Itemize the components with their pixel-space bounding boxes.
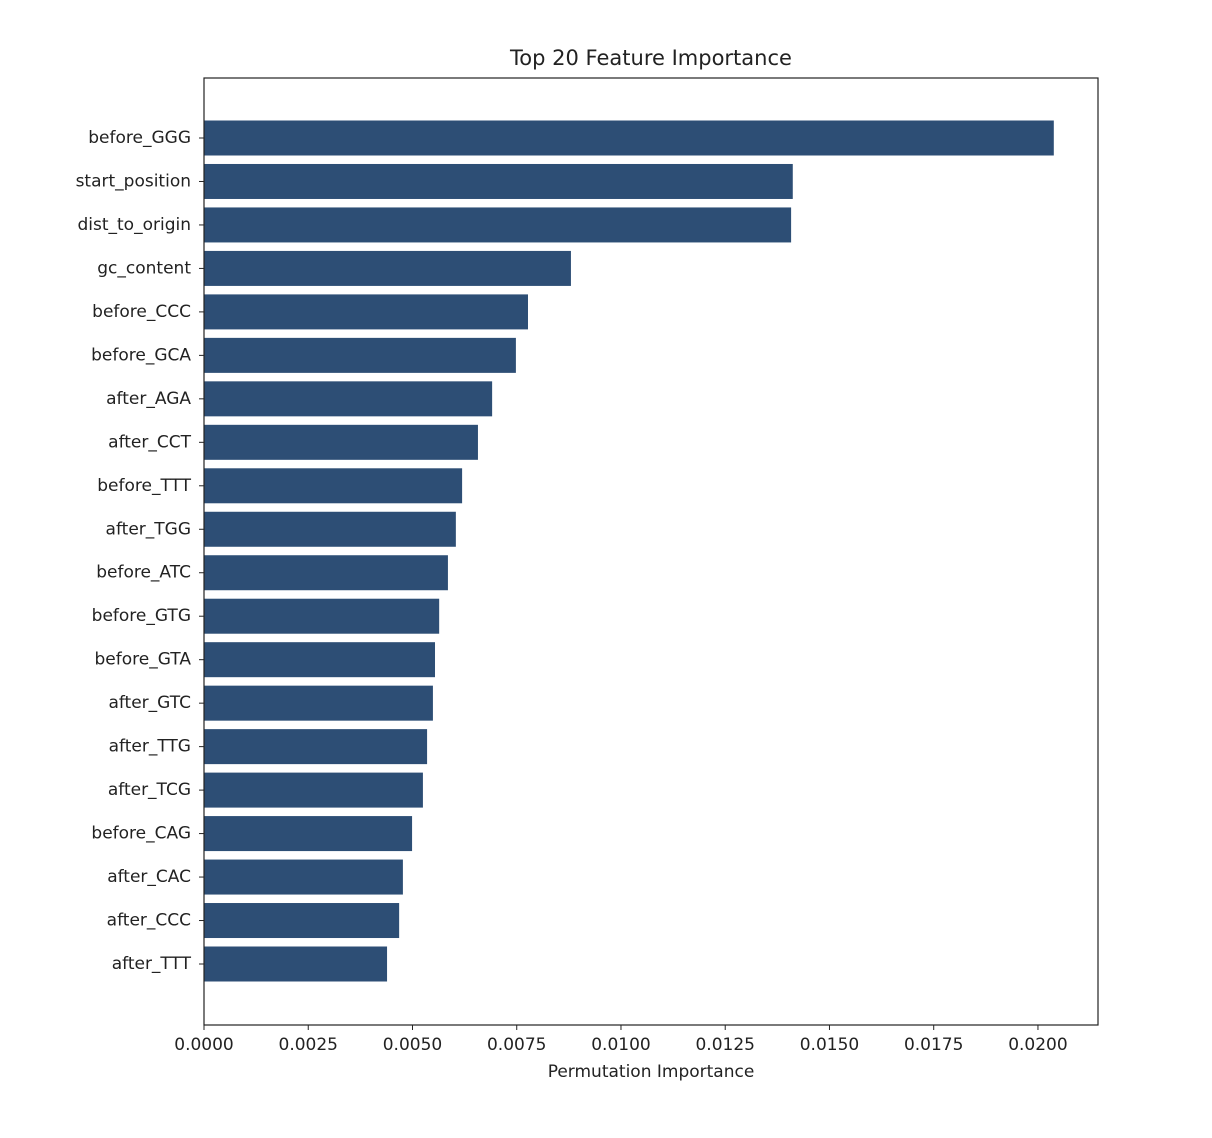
y-tick-label: after_TTT (112, 954, 192, 974)
bar (204, 337, 516, 373)
x-tick-label: 0.0175 (904, 1035, 963, 1055)
bar (204, 163, 793, 199)
y-tick-label: after_TGG (106, 519, 191, 539)
bar (204, 642, 436, 678)
chart-title: Top 20 Feature Importance (509, 46, 792, 70)
y-tick-label: after_CAC (107, 867, 191, 887)
y-tick-label: after_CCC (107, 911, 191, 931)
bar (204, 207, 792, 243)
x-tick-label: 0.0100 (591, 1035, 650, 1055)
y-tick-label: before_GTA (95, 650, 192, 670)
bar (204, 294, 528, 330)
y-tick-label: before_CAG (91, 824, 191, 844)
bar (204, 946, 388, 982)
x-tick-label: 0.0075 (487, 1035, 546, 1055)
y-tick-label: dist_to_origin (77, 215, 191, 235)
x-axis-label: Permutation Importance (548, 1062, 755, 1082)
bar (204, 859, 403, 895)
x-tick-label: 0.0000 (174, 1035, 233, 1055)
bar (204, 120, 1054, 156)
bar (204, 468, 463, 504)
y-tick-label: before_ATC (96, 563, 191, 583)
y-tick-label: gc_content (97, 258, 191, 278)
bar (204, 685, 433, 721)
y-tick-label: before_GGG (88, 128, 191, 148)
y-tick-label: after_AGA (106, 389, 191, 409)
bar (204, 250, 571, 286)
y-tick-label: before_GCA (91, 345, 191, 365)
bar (204, 816, 413, 852)
y-tick-label: after_GTC (108, 693, 191, 713)
y-tick-label: start_position (76, 171, 191, 191)
bar (204, 424, 478, 460)
y-tick-label: before_CCC (92, 302, 191, 322)
bar (204, 598, 440, 634)
x-tick-label: 0.0050 (383, 1035, 442, 1055)
bar (204, 772, 423, 808)
bar (204, 381, 493, 417)
x-tick-label: 0.0200 (1008, 1035, 1067, 1055)
y-tick-label: after_TTG (109, 737, 191, 757)
y-tick-label: before_GTG (92, 606, 191, 626)
bar (204, 555, 448, 591)
plot-frame (203, 77, 1099, 1026)
y-tick-label: before_TTT (97, 476, 191, 496)
bar (204, 903, 400, 939)
bar (204, 729, 428, 765)
x-tick-label: 0.0025 (279, 1035, 338, 1055)
y-tick-label: after_TCG (108, 780, 191, 800)
y-tick-label: after_CCT (108, 432, 191, 452)
x-tick-label: 0.0150 (800, 1035, 859, 1055)
bar (204, 511, 456, 547)
x-tick-label: 0.0125 (695, 1035, 754, 1055)
